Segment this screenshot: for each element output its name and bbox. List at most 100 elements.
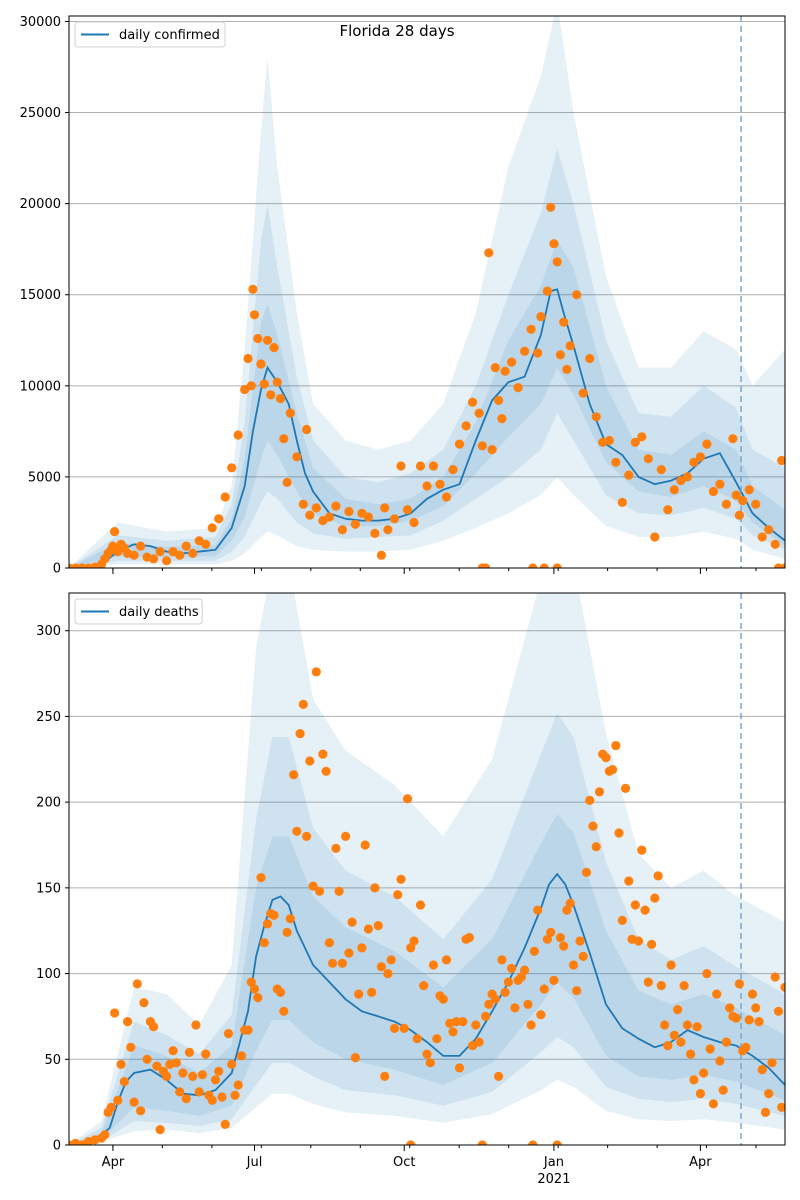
daily-deaths-frame	[68, 592, 786, 1146]
daily-deaths-dot	[292, 826, 302, 836]
daily-deaths-dot	[106, 1102, 116, 1112]
daily-deaths-dot	[572, 986, 582, 996]
daily-deaths-dot	[412, 1034, 422, 1044]
daily-deaths-dot	[581, 867, 592, 878]
daily-deaths-dot	[663, 1041, 673, 1051]
daily-deaths-dot	[744, 1015, 754, 1025]
figure-title: Florida 28 days	[339, 22, 454, 40]
daily-confirmed-dot	[728, 434, 738, 444]
daily-deaths-dot	[441, 955, 452, 965]
daily-deaths-dot-zero	[477, 1140, 487, 1145]
daily-deaths-xtick-label-0: Apr	[102, 1155, 125, 1170]
daily-deaths-dot	[223, 1029, 234, 1039]
daily-deaths-dot	[607, 765, 618, 775]
daily-confirmed-dot	[757, 532, 767, 542]
daily-deaths-dot	[217, 1092, 227, 1102]
daily-deaths-dot	[155, 1125, 165, 1135]
daily-deaths-dot	[689, 1075, 699, 1085]
daily-deaths-dot	[454, 1063, 465, 1073]
daily-deaths-xtick-label-3: Jan	[543, 1155, 564, 1170]
daily-deaths-dot	[354, 989, 364, 999]
daily-deaths-dot	[699, 1068, 709, 1078]
daily-deaths-plot-area	[69, 593, 785, 1145]
daily-confirmed-dot	[565, 341, 575, 351]
daily-confirmed-dot	[324, 512, 334, 522]
daily-deaths-dot	[516, 972, 527, 982]
daily-confirmed-dot	[682, 472, 693, 482]
daily-confirmed-legend: daily confirmed	[74, 21, 226, 48]
daily-deaths-dot	[123, 1017, 133, 1027]
daily-deaths-dot	[464, 933, 474, 943]
daily-deaths-dot	[425, 1058, 435, 1068]
daily-deaths-xtick-label-1: Jul	[246, 1155, 263, 1170]
daily-confirmed-dot	[363, 512, 373, 522]
daily-deaths-dot	[399, 1023, 409, 1033]
daily-deaths-dot	[640, 905, 650, 915]
daily-confirmed-dot	[572, 290, 582, 300]
daily-deaths-dot	[321, 766, 331, 776]
daily-deaths-dot	[673, 1005, 683, 1015]
daily-confirmed-dot	[702, 439, 712, 449]
daily-confirmed-dot	[380, 503, 390, 513]
daily-deaths-dot	[432, 1034, 442, 1044]
daily-confirmed-ytick-label-6: 30000	[20, 15, 61, 30]
daily-deaths-dot	[328, 958, 338, 968]
daily-deaths-dot	[256, 873, 266, 883]
daily-deaths-dot	[448, 1027, 458, 1037]
daily-deaths-dot	[725, 1003, 735, 1013]
daily-confirmed-dot	[136, 541, 146, 551]
daily-deaths-dot	[311, 667, 321, 677]
daily-deaths-dot	[419, 981, 429, 991]
daily-confirmed-dot	[149, 554, 159, 564]
daily-deaths-dot	[360, 840, 370, 850]
daily-confirmed-dot	[454, 439, 465, 449]
daily-confirmed-dot	[546, 202, 556, 212]
daily-deaths-dot	[149, 1022, 159, 1032]
daily-deaths-dot	[308, 881, 318, 891]
daily-confirmed-dot	[497, 414, 507, 424]
daily-deaths-dot	[523, 999, 533, 1010]
daily-deaths-dot	[712, 989, 722, 999]
daily-deaths-dot	[409, 936, 419, 946]
daily-confirmed-dot	[578, 388, 588, 398]
daily-deaths-dot	[585, 795, 595, 806]
daily-confirmed-dot	[611, 457, 621, 467]
daily-deaths-dot	[471, 1020, 481, 1030]
daily-confirmed-dot	[370, 528, 380, 539]
daily-deaths-dot	[132, 979, 142, 989]
daily-deaths-dot	[162, 1071, 172, 1081]
daily-deaths-dot	[451, 1017, 461, 1027]
daily-deaths-ytick-label-4: 200	[36, 796, 61, 811]
daily-deaths-dot	[708, 1099, 719, 1109]
daily-deaths-dot	[650, 893, 660, 903]
daily-confirmed-dot	[207, 523, 217, 533]
daily-deaths-dot	[542, 934, 553, 944]
daily-confirmed-dot	[262, 335, 273, 345]
daily-deaths-dot	[490, 994, 500, 1004]
daily-confirmed-dot	[744, 485, 754, 495]
daily-confirmed-dot	[383, 525, 393, 535]
daily-deaths-dot	[129, 1097, 139, 1107]
daily-deaths-dot	[734, 979, 745, 989]
daily-deaths-dot	[565, 898, 575, 908]
daily-deaths-dot	[233, 1080, 243, 1090]
daily-deaths-dot	[539, 984, 549, 994]
daily-deaths-dot	[614, 828, 624, 838]
daily-deaths-dot	[305, 756, 315, 766]
daily-confirmed-dot	[559, 317, 569, 327]
daily-confirmed-dot	[487, 445, 497, 455]
daily-deaths-dot	[214, 1066, 224, 1076]
daily-confirmed-dot	[643, 454, 653, 464]
daily-confirmed-dot	[689, 457, 699, 467]
daily-deaths-dot	[601, 753, 611, 763]
daily-deaths-dot	[126, 1042, 136, 1052]
daily-confirmed-dot	[468, 397, 478, 407]
daily-confirmed-dot	[477, 441, 487, 451]
daily-deaths-dot-zero	[552, 1140, 562, 1145]
daily-confirmed-dot	[415, 461, 426, 471]
daily-deaths-dot	[194, 1087, 204, 1097]
daily-deaths-dot	[715, 1056, 725, 1066]
daily-deaths-dot	[201, 1049, 211, 1059]
daily-deaths-dot	[549, 975, 559, 986]
